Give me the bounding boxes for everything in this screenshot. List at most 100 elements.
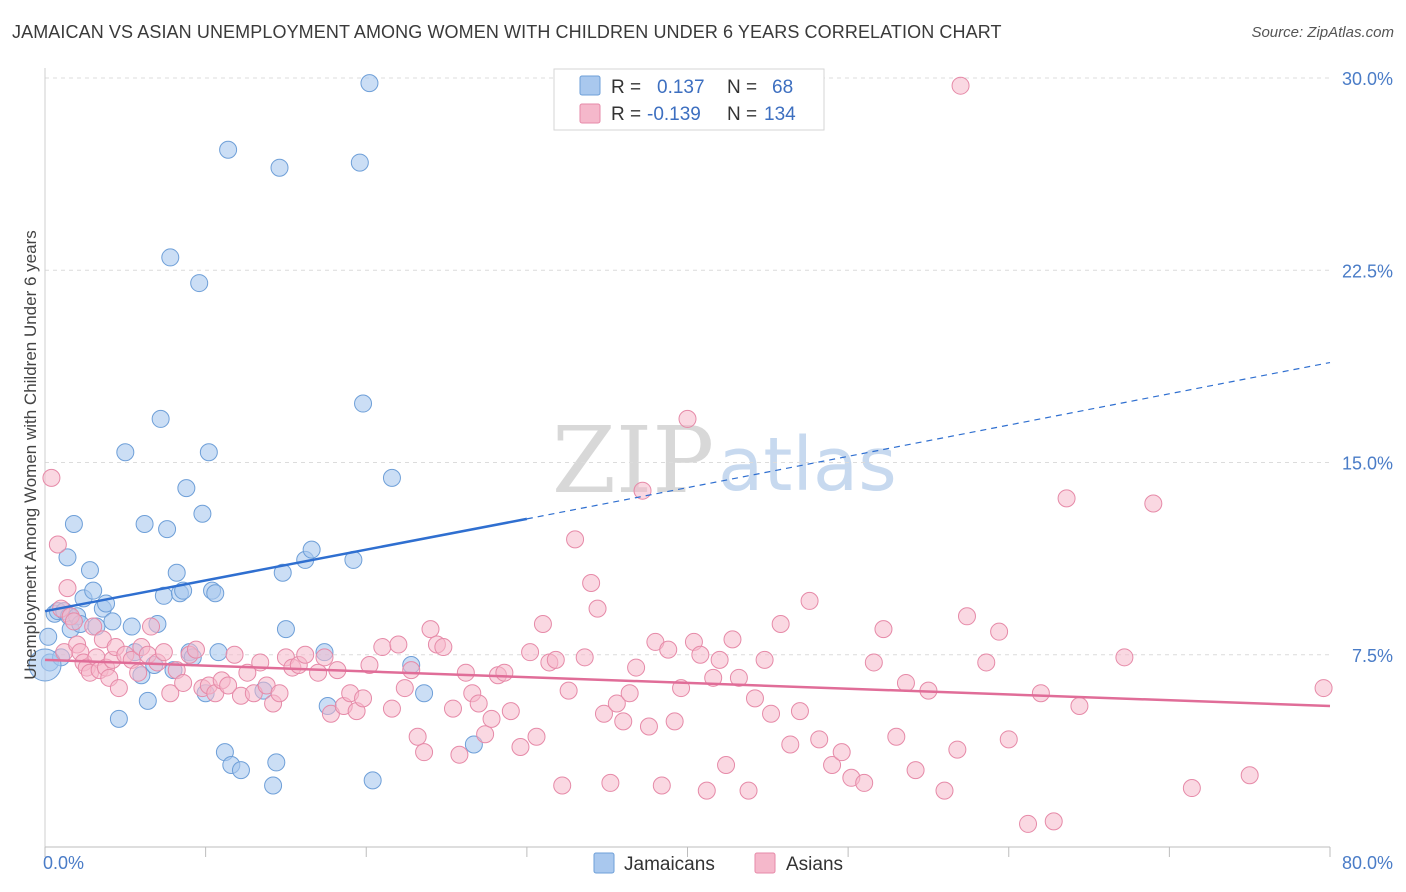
jamaicans-point bbox=[177, 479, 196, 498]
asians-point bbox=[781, 735, 800, 754]
legend-n-value-jamaicans: 68 bbox=[772, 77, 793, 98]
bottom-legend-label-jamaicans: Jamaicans bbox=[624, 854, 715, 875]
asians-point bbox=[710, 650, 729, 669]
asians-point bbox=[582, 573, 601, 592]
asians-point bbox=[109, 679, 128, 698]
asians-point bbox=[697, 781, 716, 800]
asians-point bbox=[174, 673, 193, 692]
legend-r-label-jamaicans: R = bbox=[611, 77, 641, 98]
jamaicans-point bbox=[415, 684, 434, 703]
axes bbox=[44, 68, 1331, 857]
asians-point bbox=[58, 579, 77, 598]
asians-point bbox=[874, 620, 893, 639]
asians-point bbox=[790, 702, 809, 721]
legend-swatch-asians bbox=[579, 103, 601, 124]
jamaicans-point bbox=[28, 648, 62, 682]
asians-point bbox=[415, 743, 434, 762]
asians-point bbox=[614, 712, 633, 731]
asians-point bbox=[1144, 494, 1163, 513]
asians-point bbox=[864, 653, 883, 672]
source-credit: Source: ZipAtlas.com bbox=[1251, 24, 1394, 41]
asians-point bbox=[951, 76, 970, 95]
jamaicans-point bbox=[103, 612, 122, 631]
asians-point bbox=[762, 704, 781, 723]
jamaicans-point bbox=[302, 540, 321, 559]
asians-point bbox=[521, 643, 540, 662]
bottom-legend-swatch-asians bbox=[754, 852, 776, 874]
x-tick-label-max: 80.0% bbox=[1342, 853, 1393, 873]
asians-point bbox=[594, 704, 613, 723]
asians-point bbox=[1115, 648, 1134, 667]
asians-point bbox=[559, 681, 578, 700]
y-tick-label: 15.0% bbox=[1342, 454, 1393, 474]
series-jamaicans bbox=[28, 74, 483, 795]
asians-point bbox=[739, 781, 758, 800]
jamaicans-point bbox=[350, 153, 369, 172]
asians-point bbox=[652, 776, 671, 795]
asians-point bbox=[691, 645, 710, 664]
asians-point bbox=[887, 727, 906, 746]
asians-point bbox=[575, 648, 594, 667]
asians-point bbox=[1019, 814, 1038, 833]
jamaicans-point bbox=[209, 643, 228, 662]
asians-point bbox=[408, 727, 427, 746]
jamaicans-point bbox=[161, 248, 180, 267]
asians-point bbox=[755, 650, 774, 669]
asians-point bbox=[1314, 679, 1333, 698]
asians-point bbox=[527, 727, 546, 746]
jamaicans-point bbox=[158, 520, 177, 539]
asians-point bbox=[723, 630, 742, 649]
jamaicans-point bbox=[167, 563, 186, 582]
legend-swatch-jamaicans bbox=[579, 75, 601, 96]
jamaicans-point bbox=[80, 561, 99, 580]
asians-point bbox=[810, 730, 829, 749]
jamaicans-point bbox=[382, 468, 401, 487]
legend-r-label-asians: R = bbox=[611, 104, 641, 125]
legend-n-value-asians: 134 bbox=[764, 104, 796, 125]
jamaicans-point bbox=[199, 443, 218, 462]
asians-point bbox=[225, 645, 244, 664]
jamaicans-point bbox=[151, 409, 170, 428]
jamaicans-point bbox=[206, 584, 225, 603]
asians-point bbox=[270, 684, 289, 703]
jamaicans-point bbox=[122, 617, 141, 636]
asians-point bbox=[434, 638, 453, 657]
y-tick-label: 7.5% bbox=[1352, 646, 1393, 666]
asians-point bbox=[553, 776, 572, 795]
asians-point bbox=[678, 409, 697, 428]
asians-point bbox=[315, 648, 334, 667]
asians-point bbox=[717, 755, 736, 774]
y-tick-label: 30.0% bbox=[1342, 69, 1393, 89]
bottom-legend-swatch-jamaicans bbox=[593, 852, 615, 874]
chart-title: JAMAICAN VS ASIAN UNEMPLOYMENT AMONG WOM… bbox=[12, 22, 1002, 42]
jamaicans-point bbox=[39, 627, 58, 646]
jamaicans-point bbox=[264, 776, 283, 795]
asians-point bbox=[450, 745, 469, 764]
bottom-legend-label-asians: Asians bbox=[786, 854, 843, 875]
asians-trend-line bbox=[44, 658, 1331, 708]
asians-point bbox=[832, 743, 851, 762]
y-tick-labels: 7.5% 15.0% 22.5% 30.0% bbox=[1342, 69, 1393, 666]
asians-point bbox=[800, 591, 819, 610]
jamaicans-point bbox=[354, 394, 373, 413]
asians-point bbox=[84, 617, 103, 636]
jamaicans-point bbox=[116, 443, 135, 462]
series-legend: Jamaicans Asians bbox=[593, 852, 843, 875]
legend-n-label-jamaicans: N = bbox=[727, 77, 757, 98]
watermark-atlas: atlas bbox=[718, 422, 897, 508]
asians-point bbox=[456, 663, 475, 682]
asians-point bbox=[607, 694, 626, 713]
asians-point bbox=[601, 773, 620, 792]
asians-point bbox=[745, 689, 764, 708]
jamaicans-point bbox=[363, 771, 382, 790]
asians-point bbox=[48, 535, 67, 554]
asians-point bbox=[373, 638, 392, 657]
asians-point bbox=[906, 761, 925, 780]
jamaicans-point bbox=[219, 140, 238, 159]
jamaicans-point bbox=[193, 504, 212, 523]
asians-point bbox=[511, 738, 530, 757]
x-tick-label-min: 0.0% bbox=[43, 853, 84, 873]
asians-point bbox=[142, 617, 161, 636]
asians-point bbox=[823, 755, 842, 774]
jamaicans-point bbox=[270, 158, 289, 177]
